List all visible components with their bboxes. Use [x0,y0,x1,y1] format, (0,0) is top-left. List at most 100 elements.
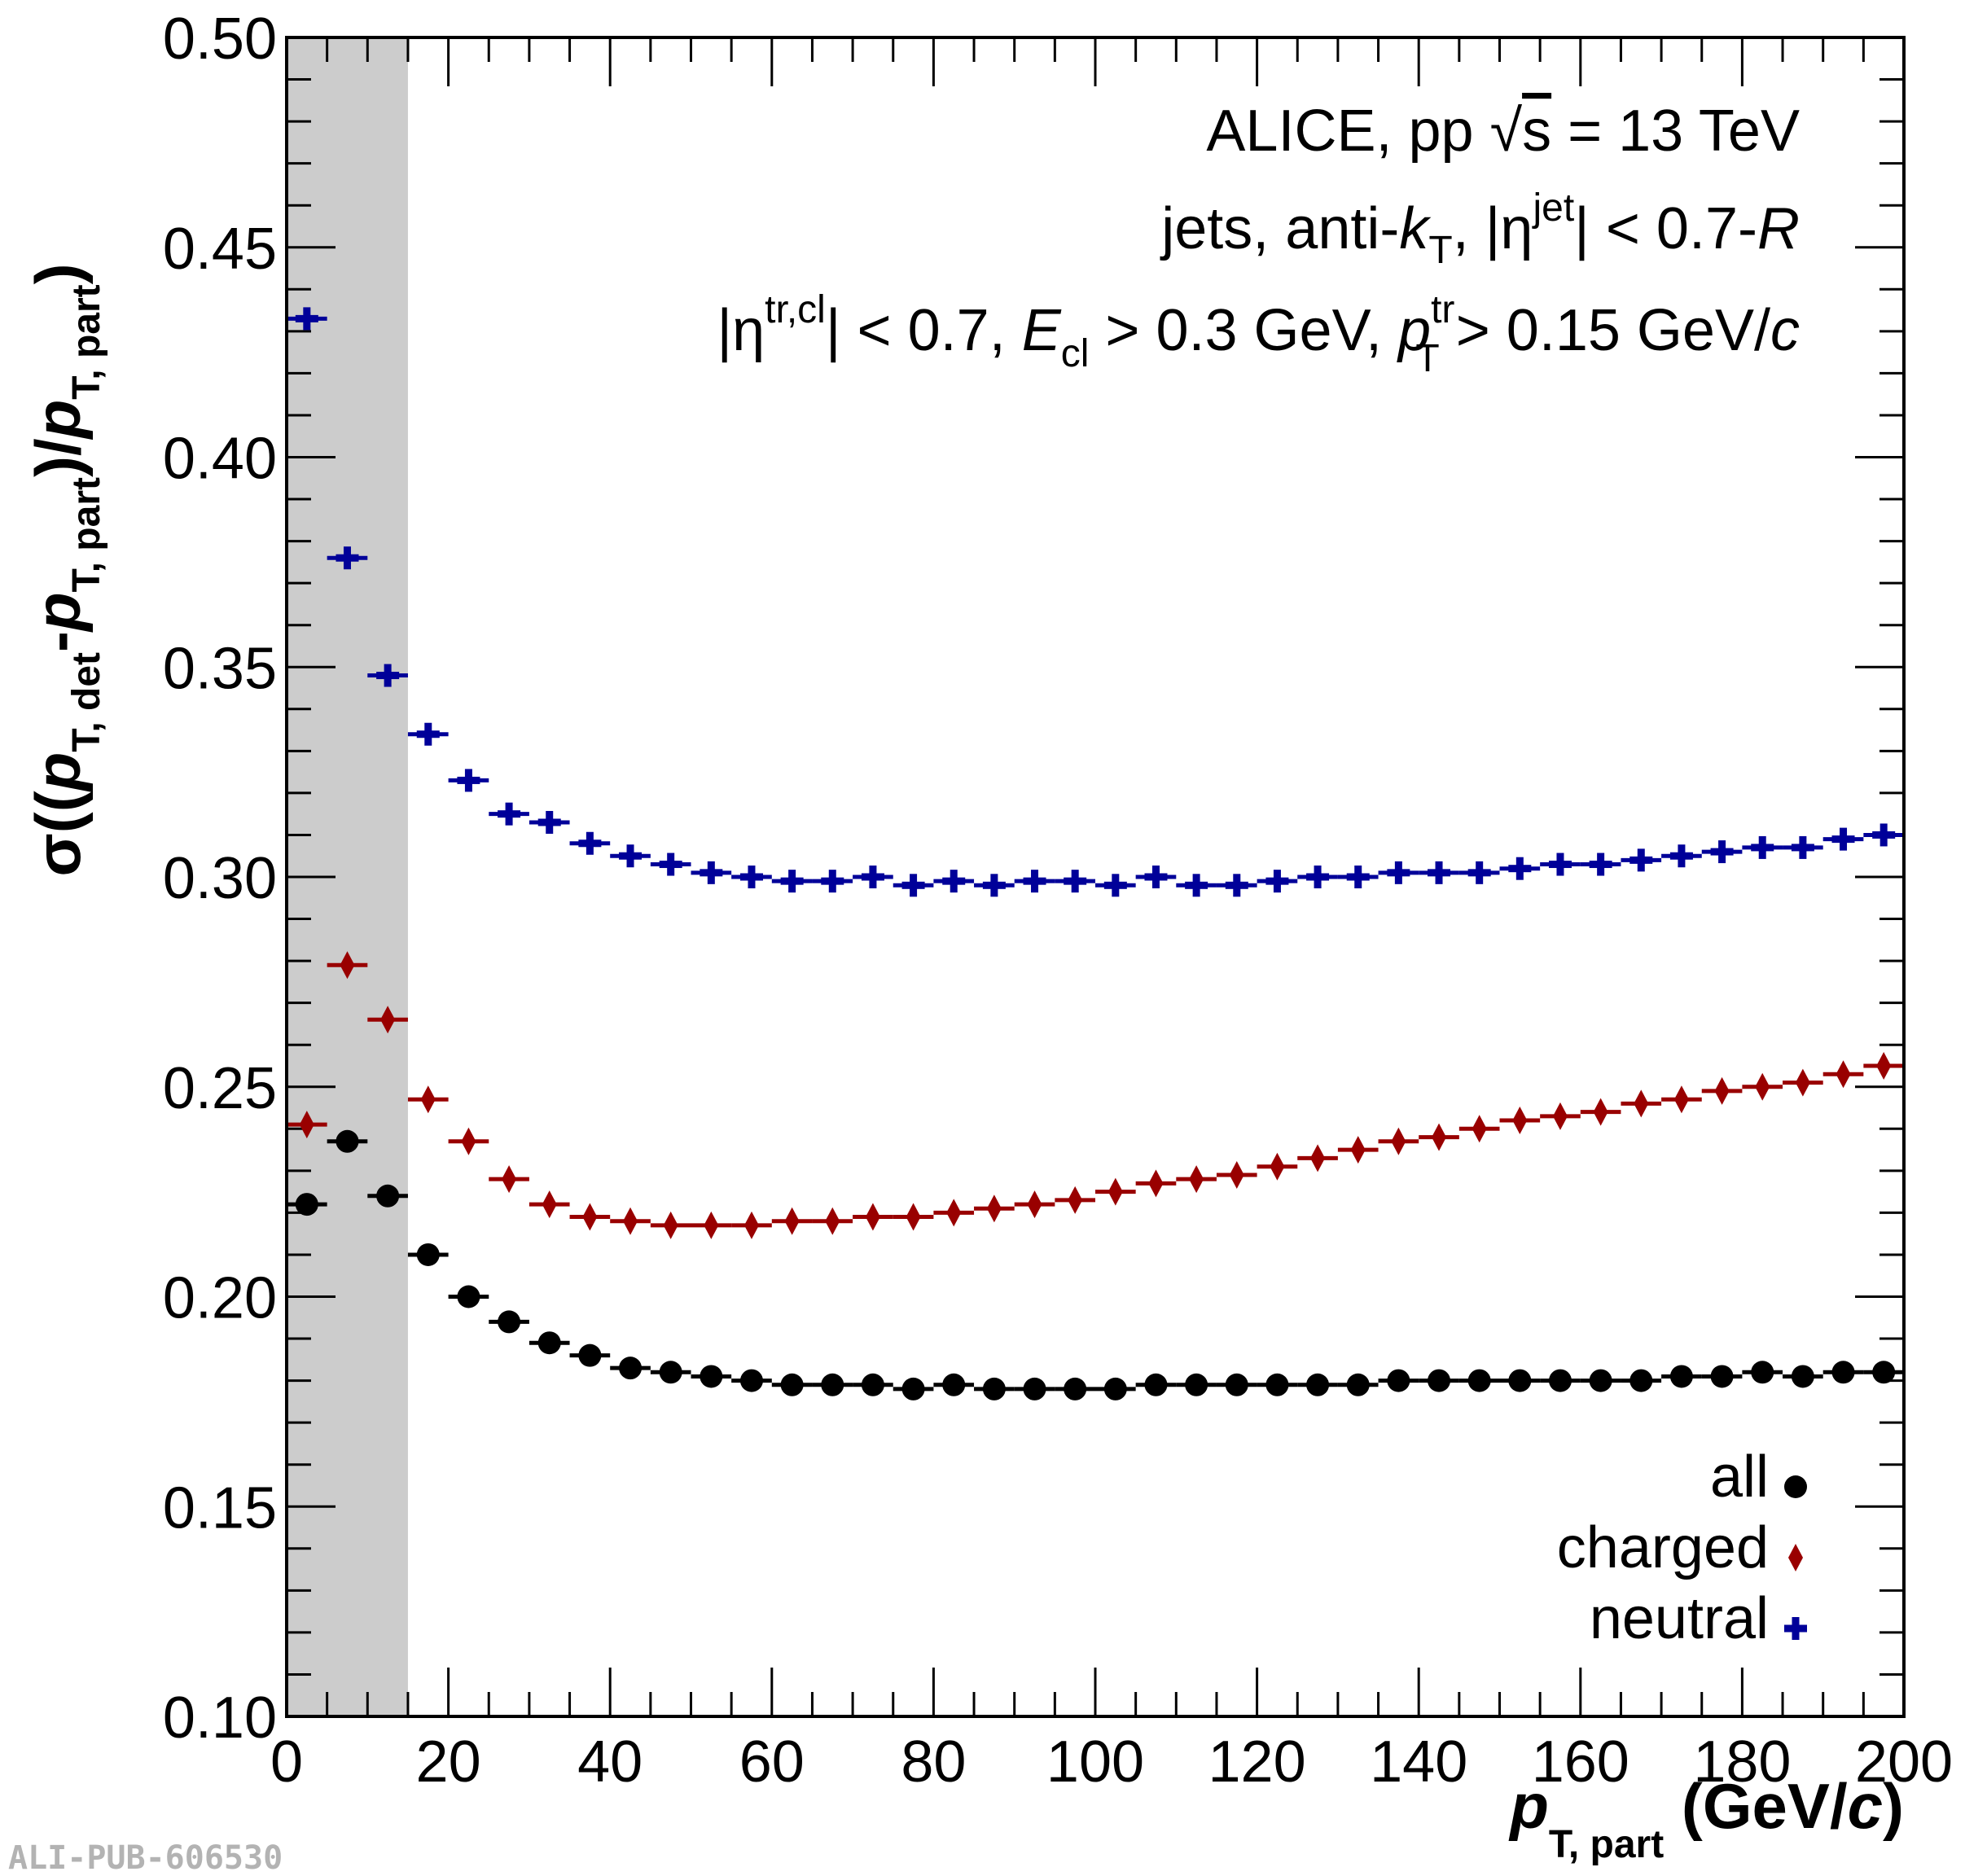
point-neutral [1669,844,1693,868]
point-neutral [739,866,763,888]
point-charged [502,1165,517,1194]
point-charged [299,1111,314,1139]
series-all [287,1129,1904,1400]
point-all [457,1285,480,1308]
x-tick-label: 200 [1855,1729,1953,1795]
x-tick-label: 20 [416,1729,481,1795]
legend-label-all: all [1710,1444,1769,1510]
point-all [1428,1369,1451,1392]
x-tick-label: 80 [901,1729,966,1795]
point-charged [1552,1102,1568,1130]
point-charged [1512,1106,1528,1134]
point-charged [582,1203,598,1231]
point-neutral [1508,857,1532,880]
x-tick-label: 140 [1370,1729,1467,1795]
point-all [1346,1373,1370,1396]
point-neutral [1306,866,1330,888]
x-tick-label: 160 [1532,1729,1629,1795]
point-all [1225,1373,1248,1396]
point-charged [1472,1115,1487,1143]
point-charged [1432,1123,1447,1151]
series-neutral [287,307,1904,897]
x-tick-label: 60 [739,1729,805,1795]
point-neutral [1023,870,1046,893]
watermark: ALI-PUB-606530 [8,1839,283,1876]
point-neutral [780,870,804,893]
point-all [1265,1373,1289,1396]
point-neutral [295,307,318,331]
point-charged [1876,1051,1892,1080]
point-neutral [821,870,844,893]
y-tick-label: 0.20 [163,1266,277,1331]
point-neutral [901,874,925,897]
point-charged [1634,1089,1649,1118]
y-tick-label: 0.10 [163,1685,277,1751]
point-charged [340,951,355,980]
point-charged [743,1211,759,1239]
point-charged [825,1207,840,1235]
point-charged [1068,1186,1083,1214]
y-tick-label: 0.45 [163,217,277,282]
point-all [1023,1377,1046,1400]
point-all [1467,1369,1491,1392]
point-neutral [1144,866,1168,888]
point-charged [663,1211,678,1239]
point-neutral [498,802,521,826]
point-charged [1755,1072,1770,1101]
plot-frame [285,36,1906,1718]
legend-label-charged: charged [1557,1515,1769,1580]
x-axis-title: pT, part (GeV/c) [1508,1770,1904,1866]
point-neutral [1548,853,1572,876]
x-tick-label: 0 [270,1729,303,1795]
legend-label-neutral: neutral [1590,1586,1769,1651]
point-neutral [537,810,561,834]
point-charged [420,1085,436,1114]
point-all [901,1377,925,1400]
axis-tick-labels: 0 20 40 60 80 100 120 140 160 180 200 0.10 0.15 0.20 0… [163,7,1953,1795]
point-charged [906,1203,921,1231]
point-neutral [1467,861,1491,884]
point-all [295,1193,318,1216]
point-all [1185,1373,1208,1396]
point-charged [865,1203,880,1231]
y-tick-label: 0.35 [163,636,277,701]
point-neutral [1265,870,1289,893]
point-neutral [1831,827,1855,851]
point-charged [380,1006,396,1034]
point-all [700,1365,723,1388]
point-neutral [1791,835,1814,859]
point-neutral [416,722,440,746]
point-neutral [659,853,682,876]
point-charged [946,1199,962,1227]
point-neutral [1589,853,1612,876]
point-neutral [1185,874,1208,897]
point-charged [1148,1169,1164,1198]
point-all [1791,1365,1814,1388]
x-tick-label: 100 [1046,1729,1144,1795]
point-neutral [1629,848,1653,872]
point-charged [1229,1161,1244,1190]
y-tick-label: 0.30 [163,846,277,911]
point-all [376,1184,400,1208]
point-neutral [861,866,884,888]
point-charged [704,1211,719,1239]
x-tick-label: 120 [1208,1729,1306,1795]
point-charged [623,1207,638,1235]
annotation-cuts: |ηtr,cl| < 0.7, Ecl > 0.3 GeV, ptr T > 0.… [717,288,1800,380]
x-tick-label: 180 [1693,1729,1791,1795]
y-axis-title: σ((pT, det-pT, part)/pT, part) [22,263,108,876]
point-charged [1593,1098,1608,1126]
x-tick-label: 40 [577,1729,643,1795]
point-all [982,1377,1006,1400]
point-charged [1108,1177,1123,1206]
point-neutral [982,874,1006,897]
point-all [1710,1365,1734,1388]
point-neutral [1346,866,1370,888]
point-charged [542,1190,557,1219]
point-neutral [578,831,602,855]
y-tick-label: 0.50 [163,7,277,72]
annotation-jets: jets, anti-kT, |ηjet| < 0.7-R [1160,186,1800,272]
point-all [1508,1369,1532,1392]
point-neutral [457,769,480,792]
